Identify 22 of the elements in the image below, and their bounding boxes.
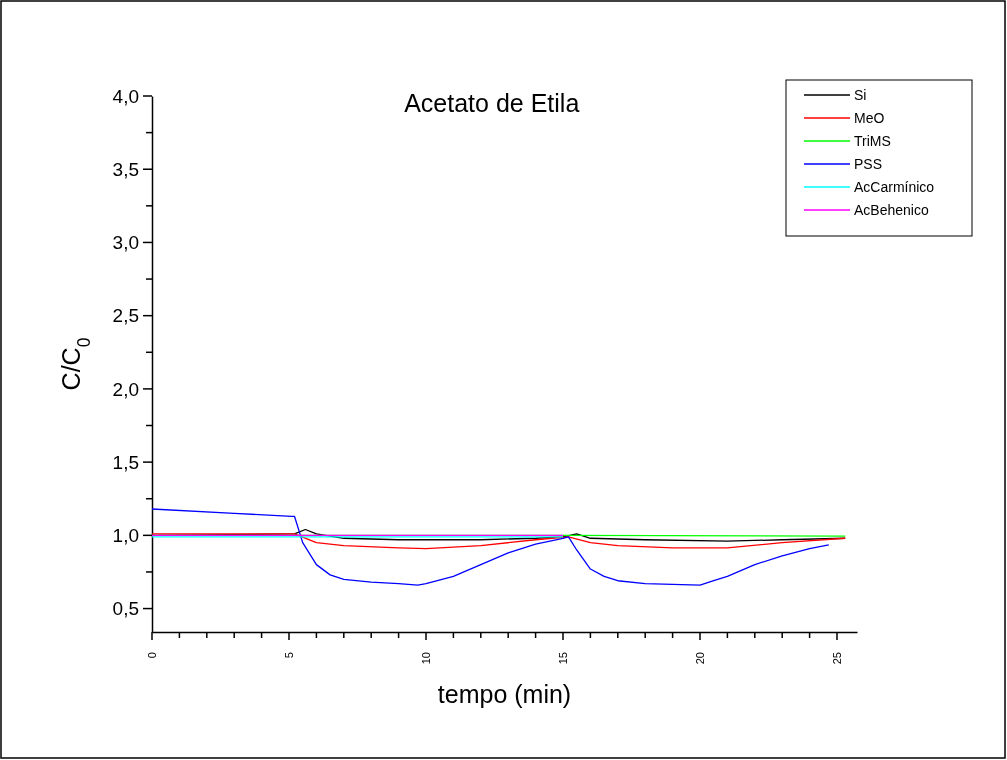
legend-label: TriMS	[854, 132, 891, 149]
y-tick-label: 1,0	[112, 524, 139, 546]
x-tick-label: 10	[419, 652, 432, 665]
y-tick-label: 2,5	[112, 305, 139, 327]
legend-label: MeO	[854, 109, 885, 126]
y-tick-label: 4,0	[112, 85, 139, 107]
x-tick-label: 15	[556, 652, 569, 665]
y-tick-label: 0,5	[112, 598, 139, 620]
chart-title: Acetato de Etila	[404, 89, 580, 117]
y-tick-label: 3,0	[112, 232, 139, 254]
x-tick-label: 20	[693, 652, 706, 665]
legend-label: AcCarmínico	[854, 178, 935, 195]
y-tick-label: 3,5	[112, 158, 139, 180]
legend-label: AcBehenico	[854, 201, 929, 218]
x-tick-label: 5	[282, 652, 295, 659]
y-tick-label: 1,5	[112, 451, 139, 473]
x-tick-label: 25	[830, 652, 843, 665]
y-tick-label: 2,0	[112, 378, 139, 400]
legend-label: Si	[854, 86, 867, 103]
x-tick-label: 0	[145, 652, 158, 659]
legend-label: PSS	[854, 155, 883, 172]
x-axis-title: tempo (min)	[437, 680, 572, 708]
